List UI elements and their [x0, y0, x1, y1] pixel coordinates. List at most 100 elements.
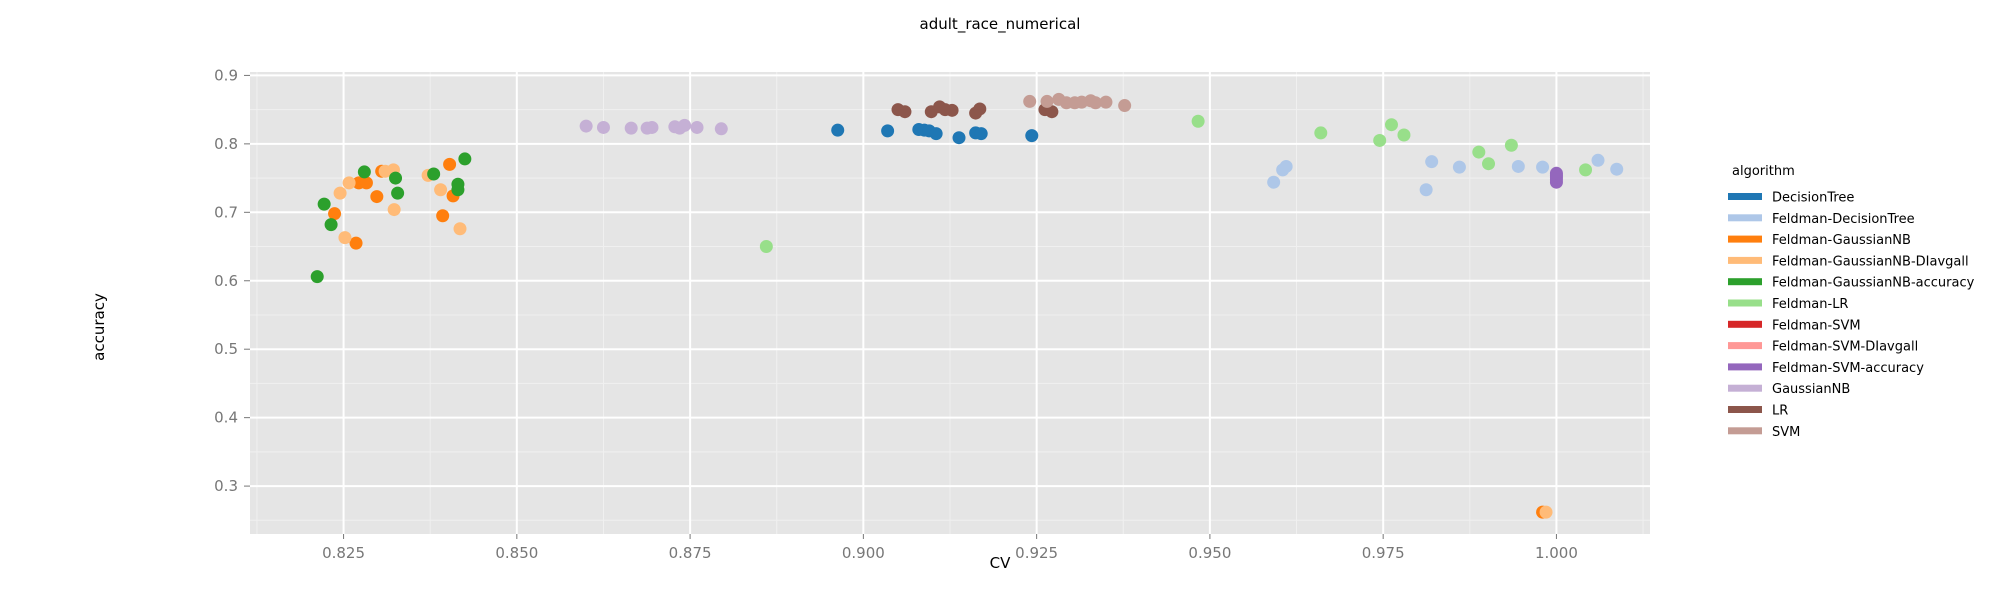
legend-swatch-decisiontree [1728, 193, 1762, 200]
point-feldman-decisiontree [1419, 183, 1433, 197]
legend-swatch-svm [1728, 427, 1762, 435]
axes: 0.825 0.850 0.875 0.900 0.925 0.950 0.975 1.000… [214, 66, 1578, 562]
y-tick-label: 0.8 [214, 135, 238, 153]
point-decisiontree [974, 127, 988, 141]
point-feldman-decisiontree [1267, 175, 1281, 189]
point-svm [1099, 95, 1113, 109]
point-decisiontree [929, 127, 943, 141]
point-feldman-lr [1579, 163, 1593, 177]
point-feldman-gaussiannb-accuracy [310, 270, 324, 284]
point-feldman-gaussiannb-diavgall [338, 231, 352, 245]
x-axis-label: CV [990, 554, 1011, 572]
point-feldman-lr [1472, 145, 1486, 159]
y-tick-label: 0.6 [214, 272, 238, 290]
y-tick-label: 0.9 [214, 66, 238, 84]
point-svm [1118, 99, 1132, 113]
point-feldman-lr [1397, 128, 1411, 142]
legend: algorithm DecisionTree Feldman-DecisionTre… [1728, 164, 1975, 440]
legend-title: algorithm [1732, 164, 1795, 179]
point-gaussiannb [645, 120, 659, 134]
major-gridlines [250, 72, 1650, 534]
legend-label-feldman-svm-diavgall: Feldman-SVM-DIavgall [1772, 340, 1918, 355]
legend-label-feldman-svm-accuracy: Feldman-SVM-accuracy [1772, 361, 1924, 376]
x-tick-label: 0.925 [1015, 544, 1058, 562]
point-feldman-svm-accuracy [1549, 166, 1563, 180]
legend-swatch-feldman-lr [1728, 299, 1762, 307]
point-gaussiannb [579, 119, 593, 133]
legend-swatch-feldman-gaussiannb [1728, 235, 1762, 243]
point-feldman-decisiontree [1591, 153, 1605, 167]
x-tick-label: 1.000 [1535, 544, 1578, 562]
y-tick-label: 0.5 [214, 340, 238, 358]
point-feldman-gaussiannb-diavgall [1539, 505, 1553, 519]
point-feldman-gaussiannb [328, 207, 342, 221]
point-feldman-gaussiannb [436, 209, 450, 223]
legend-label-svm: SVM [1772, 425, 1800, 440]
x-tick-label: 0.875 [669, 544, 712, 562]
point-feldman-lr [1384, 118, 1398, 132]
point-feldman-decisiontree [1536, 160, 1550, 174]
point-lr [973, 102, 987, 116]
legend-swatch-feldman-decisiontree [1728, 214, 1762, 222]
legend-swatch-feldman-svm-accuracy [1728, 363, 1762, 371]
point-feldman-gaussiannb-accuracy [451, 177, 465, 191]
x-tick-label: 0.975 [1362, 544, 1405, 562]
point-feldman-gaussiannb-diavgall [453, 222, 467, 236]
point-gaussiannb [714, 122, 728, 136]
point-svm [1089, 96, 1103, 110]
point-feldman-lr [1482, 157, 1496, 171]
minor-gridlines [250, 72, 1650, 534]
x-tick-label: 0.850 [495, 544, 538, 562]
point-svm [1023, 94, 1037, 108]
legend-swatch-lr [1728, 406, 1762, 413]
point-feldman-gaussiannb-accuracy [357, 165, 371, 179]
point-feldman-gaussiannb-accuracy [458, 152, 472, 166]
legend-label-feldman-lr: Feldman-LR [1772, 297, 1848, 312]
point-feldman-gaussiannb-diavgall [387, 203, 401, 217]
legend-label-feldman-gaussiannb-diavgall: Feldman-GaussianNB-DIavgall [1772, 254, 1969, 269]
y-tick-label: 0.3 [214, 477, 238, 495]
point-decisiontree [1025, 129, 1039, 143]
legend-swatch-feldman-gaussiannb-diavgall [1728, 256, 1762, 264]
legend-label-decisiontree: DecisionTree [1772, 191, 1854, 206]
y-axis-label: accuracy [90, 293, 108, 361]
y-tick-label: 0.4 [214, 409, 238, 427]
legend-label-feldman-gaussiannb: Feldman-GaussianNB [1772, 233, 1911, 248]
point-feldman-gaussiannb-diavgall [434, 183, 448, 197]
point-feldman-lr [759, 240, 773, 254]
point-feldman-gaussiannb [370, 190, 384, 204]
point-lr [898, 105, 912, 119]
chart-title: adult_race_numerical [920, 15, 1081, 34]
point-decisiontree [831, 123, 845, 137]
point-feldman-gaussiannb-accuracy [389, 171, 403, 185]
point-decisiontree [881, 124, 895, 138]
x-tick-label: 0.825 [322, 544, 365, 562]
point-feldman-gaussiannb-accuracy [324, 218, 338, 232]
legend-swatch-feldman-gaussiannb-accuracy [1728, 278, 1762, 286]
point-feldman-gaussiannb-accuracy [391, 186, 405, 200]
legend-swatch-feldman-svm [1728, 320, 1762, 328]
legend-label-feldman-decisiontree: Feldman-DecisionTree [1772, 212, 1915, 227]
point-feldman-gaussiannb [443, 157, 457, 171]
point-feldman-lr [1314, 126, 1328, 140]
legend-label-feldman-svm: Feldman-SVM [1772, 318, 1861, 333]
x-tick-label: 0.950 [1188, 544, 1231, 562]
point-gaussiannb [690, 120, 704, 134]
point-feldman-decisiontree [1452, 160, 1466, 174]
data-points [310, 92, 1624, 519]
legend-swatch-feldman-svm-diavgall [1728, 342, 1762, 350]
point-feldman-lr [1191, 114, 1205, 128]
point-feldman-lr [1504, 138, 1518, 152]
point-feldman-decisiontree [1511, 159, 1525, 173]
point-feldman-gaussiannb-accuracy [427, 167, 441, 181]
point-feldman-decisiontree [1610, 162, 1624, 176]
x-tick-label: 0.900 [842, 544, 885, 562]
point-svm [1040, 94, 1054, 108]
point-feldman-gaussiannb [359, 176, 373, 190]
legend-label-gaussiannb: GaussianNB [1772, 382, 1850, 397]
legend-swatch-gaussiannb [1728, 384, 1762, 392]
legend-label-feldman-gaussiannb-accuracy: Feldman-GaussianNB-accuracy [1772, 276, 1975, 291]
point-feldman-gaussiannb-diavgall [333, 186, 347, 200]
point-lr [945, 103, 959, 117]
